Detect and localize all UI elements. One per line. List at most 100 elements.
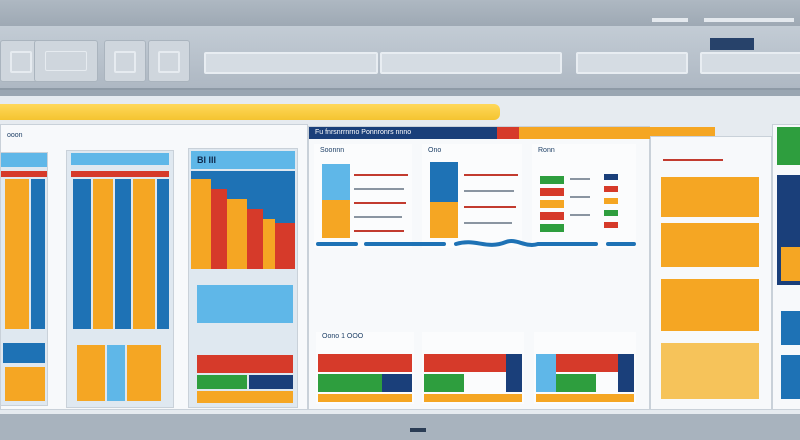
chart-button[interactable] [104, 40, 146, 82]
status-indicator [410, 428, 426, 432]
step-chart-title: BI III [197, 155, 217, 165]
mini2-row [424, 374, 464, 392]
chart-icon [114, 51, 136, 73]
chart-b-bar [157, 179, 169, 329]
status-bar [0, 414, 800, 440]
card3-cell [540, 200, 564, 208]
card1-line [354, 174, 408, 176]
trend-line-path [316, 239, 636, 247]
title-bar-handle-right [704, 18, 794, 22]
card1-line [354, 202, 406, 204]
search-field[interactable] [204, 52, 378, 74]
right-panel-block [661, 279, 759, 331]
step-bar [227, 199, 247, 269]
right-panel-block [661, 223, 759, 267]
card2-line [464, 174, 518, 176]
filter-field[interactable] [380, 52, 562, 74]
card1-line [354, 216, 402, 218]
step-chart-navy-row [249, 375, 293, 389]
grid-icon [10, 51, 32, 73]
card3-cell [540, 188, 564, 196]
card2-line [464, 206, 516, 208]
window-icon [158, 51, 180, 73]
sidebar-green-tile[interactable] [777, 127, 800, 165]
step-bar [211, 189, 227, 269]
center-card-2: Ono [422, 144, 522, 248]
card1-line [354, 230, 404, 232]
card3-cell [604, 174, 618, 180]
chart-b-bar [115, 179, 131, 329]
mini1-row [318, 374, 382, 392]
account-badge[interactable] [710, 38, 754, 50]
step-chart-orange-row [197, 391, 293, 403]
card2-line [464, 222, 512, 224]
card2-bar [430, 202, 458, 238]
column-chart-b [66, 150, 174, 408]
chart-b-bar [73, 179, 91, 329]
card3-line [570, 178, 590, 180]
card3-cell [604, 222, 618, 228]
sidebar-blue-tile[interactable] [781, 355, 800, 399]
center-card-1: Soonnn [314, 144, 412, 248]
chart-a-header [1, 153, 47, 167]
chart-b-bar [77, 345, 105, 401]
card3-cell [540, 212, 564, 220]
chart-b-red-strip [71, 171, 169, 177]
right-panel-title-line [663, 159, 723, 161]
right-sidebar [772, 124, 800, 410]
step-chart-lower-block [197, 285, 293, 323]
options-field[interactable] [700, 52, 800, 74]
mini2-row [424, 354, 522, 372]
step-bar [191, 179, 211, 269]
center-panel-header [309, 127, 497, 139]
center-card-2-title: Ono [428, 147, 442, 154]
mini3-row [536, 394, 634, 402]
step-bar [275, 223, 295, 269]
sidebar-blue-tile[interactable] [781, 311, 800, 345]
home-button[interactable] [34, 40, 98, 82]
chart-b-bar [93, 179, 113, 329]
center-panel-title: Fu fnrsnrrnrno Ponnronrs nnno [315, 129, 412, 136]
right-panel-block [661, 177, 759, 217]
card2-line [464, 190, 514, 192]
mini2-row [506, 354, 522, 392]
mini1-row [318, 354, 412, 372]
chart-a-red-strip [1, 171, 47, 177]
step-chart: BI III [188, 148, 298, 408]
title-bar [0, 0, 800, 26]
center-card-1-title: Soonnn [320, 147, 345, 154]
card3-cell [604, 210, 618, 216]
card3-line [570, 196, 590, 198]
card3-line [570, 214, 590, 216]
chart-a-bar [3, 343, 45, 363]
card3-cell [604, 198, 618, 204]
card3-cell [540, 224, 564, 232]
card3-cell [540, 176, 564, 184]
mini3-row [556, 374, 596, 392]
card1-bar [322, 164, 350, 200]
center-card-3: Ronn [532, 144, 636, 248]
highlight-band [0, 104, 500, 120]
trend-line [316, 239, 636, 247]
mini1-row [382, 374, 412, 392]
sidebar-orange-tile[interactable] [781, 247, 800, 281]
mini3-row [556, 354, 618, 372]
step-bar [263, 219, 275, 269]
chart-b-bar [127, 345, 161, 401]
mini-card-2 [422, 332, 524, 404]
left-panel-title: ooon [7, 132, 23, 139]
card1-line [354, 188, 404, 190]
mini-card-3 [534, 332, 636, 404]
window-button[interactable] [148, 40, 190, 82]
step-chart-green-row [197, 375, 247, 389]
chart-a-bar [5, 367, 45, 401]
mini-card-1-title: Oono 1 OOO [322, 333, 364, 340]
chart-a-bar [5, 179, 29, 329]
center-card-3-title: Ronn [538, 147, 555, 154]
mini3-row [536, 354, 556, 392]
card3-cell [604, 186, 618, 192]
date-field[interactable] [576, 52, 688, 74]
chart-b-bar [107, 345, 125, 401]
right-panel-block [661, 343, 759, 399]
chart-a-bar [31, 179, 45, 329]
